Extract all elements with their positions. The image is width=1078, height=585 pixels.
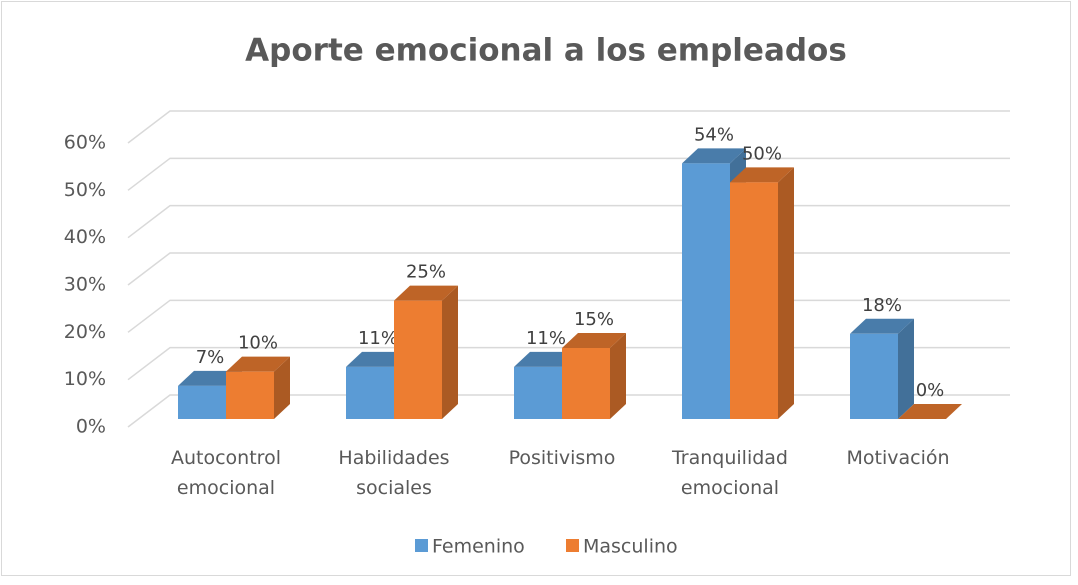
x-tick-label: Motivación: [846, 447, 949, 469]
bar-top: [394, 285, 458, 301]
value-label: 11%: [526, 328, 566, 349]
y-tick-label: 30%: [64, 274, 106, 296]
x-tick-label-line: emocional: [681, 477, 779, 499]
x-tick-label: Tranquilidad emocional: [671, 447, 788, 499]
x-tick-label-line: emocional: [177, 477, 275, 499]
x-tick-label-line: Autocontrol: [171, 447, 281, 469]
bar-side: [778, 167, 794, 419]
bar: [562, 333, 626, 419]
bar-side: [610, 333, 626, 419]
bar-side: [442, 285, 458, 419]
legend-label: Masculino: [583, 536, 678, 558]
y-tick-label: 60%: [64, 132, 106, 154]
grid-line: [127, 110, 1010, 144]
x-tick-label-line: Tranquilidad: [671, 447, 788, 469]
legend-swatch: [566, 539, 579, 552]
value-label: 15%: [574, 309, 614, 330]
bar-top: [226, 356, 290, 372]
value-label: 18%: [862, 295, 902, 316]
bar: [898, 404, 962, 419]
x-tick-label-line: sociales: [356, 477, 432, 499]
x-tick-label-line: Habilidades: [338, 447, 449, 469]
y-tick-label: 50%: [64, 179, 106, 201]
bar-front: [682, 163, 730, 419]
bar-top: [682, 148, 746, 164]
bar-front: [178, 385, 226, 419]
value-label: 25%: [406, 262, 446, 283]
bar-side: [898, 318, 914, 419]
bar-top: [898, 404, 962, 419]
bar: [730, 167, 794, 419]
legend-label: Femenino: [432, 536, 525, 558]
chart-border: [1, 1, 1071, 576]
x-tick-label-line: Motivación: [846, 447, 949, 469]
x-tick-label: Habilidades sociales: [338, 447, 449, 499]
bar-front: [730, 182, 778, 419]
x-tick-label-line: Positivismo: [509, 447, 616, 469]
y-tick-label: 10%: [64, 368, 106, 390]
value-label: 50%: [742, 143, 782, 164]
y-tick-label: 0%: [76, 416, 106, 438]
bar-top: [562, 333, 626, 348]
y-tick-label: 20%: [64, 321, 106, 343]
bar-front: [514, 366, 562, 419]
bar-top: [730, 167, 794, 183]
chart-title: Aporte emocional a los empleados: [245, 33, 847, 69]
value-label: 10%: [238, 333, 278, 354]
bar: [850, 318, 914, 419]
y-tick-label: 40%: [64, 226, 106, 248]
legend-swatch: [415, 539, 428, 552]
bar: [226, 356, 290, 419]
bar-front: [394, 300, 442, 419]
bar-front: [850, 333, 898, 419]
x-tick-label: Autocontrol emocional: [171, 447, 281, 499]
value-label: 0%: [916, 380, 945, 401]
x-tick-label: Positivismo: [509, 447, 616, 469]
value-label: 7%: [196, 347, 225, 368]
bar-front: [346, 366, 394, 419]
bar-top: [850, 318, 914, 334]
bar-front: [562, 348, 610, 419]
bar-side: [274, 356, 290, 419]
bar: [394, 285, 458, 419]
value-label: 54%: [694, 124, 734, 145]
value-label: 11%: [358, 328, 398, 349]
bar-front: [226, 371, 274, 419]
